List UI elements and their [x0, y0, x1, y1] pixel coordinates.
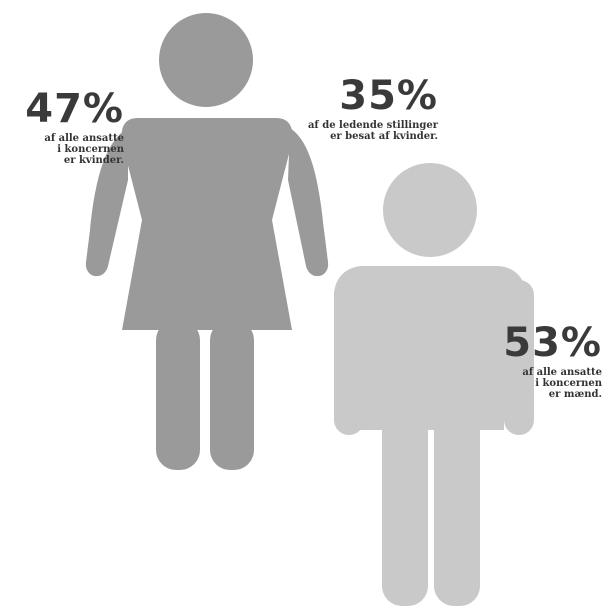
- stat-leaders: 35% af de ledende stillinger er besat af…: [248, 76, 438, 142]
- stat-women-line: af alle ansatte: [44, 133, 124, 144]
- stat-men: 53% af alle ansatte i koncernen er mænd.: [480, 323, 602, 400]
- stat-women-percent: 47%: [25, 86, 124, 132]
- stat-men-line: i koncernen: [535, 378, 602, 389]
- stat-men-line: af alle ansatte: [522, 367, 602, 378]
- stat-women: 47% af alle ansatte i koncernen er kvind…: [8, 89, 124, 166]
- stat-women-line: i koncernen: [57, 144, 124, 155]
- stat-women-line: er kvinder.: [63, 155, 124, 166]
- stat-leaders-line: er besat af kvinder.: [330, 131, 438, 142]
- stat-leaders-percent: 35%: [339, 73, 438, 119]
- stat-men-line: er mænd.: [548, 389, 602, 400]
- stat-men-percent: 53%: [503, 320, 602, 366]
- stat-leaders-line: af de ledende stillinger: [307, 120, 438, 131]
